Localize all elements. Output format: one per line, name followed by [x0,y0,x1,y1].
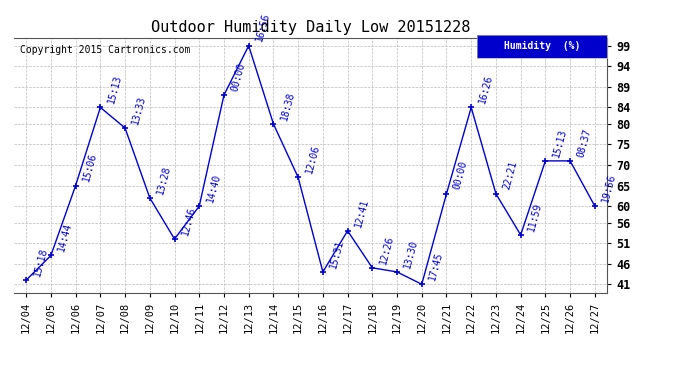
Text: 15:31: 15:31 [328,238,346,269]
Text: 15:13: 15:13 [106,74,123,105]
Text: 17:45: 17:45 [427,251,444,282]
Title: Outdoor Humidity Daily Low 20151228: Outdoor Humidity Daily Low 20151228 [151,20,470,35]
Text: 00:00: 00:00 [230,62,247,92]
Text: 15:18: 15:18 [32,246,49,278]
Text: 11:59: 11:59 [526,201,544,232]
Text: 14:44: 14:44 [57,222,74,253]
Text: 12:46: 12:46 [180,205,197,236]
Text: 13:30: 13:30 [402,238,420,269]
Text: 22:21: 22:21 [502,160,519,191]
Text: 18:38: 18:38 [279,90,296,121]
Text: 12:26: 12:26 [378,234,395,265]
Text: 15:13: 15:13 [551,127,568,158]
Text: 19:56: 19:56 [600,172,618,203]
Text: 16:56: 16:56 [254,12,271,43]
Text: 08:37: 08:37 [575,127,593,158]
Text: 15:06: 15:06 [81,152,99,183]
Text: 14:40: 14:40 [205,172,222,203]
Text: 16:26: 16:26 [477,74,494,105]
Text: 12:41: 12:41 [353,197,371,228]
Text: 13:28: 13:28 [155,164,172,195]
Text: Copyright 2015 Cartronics.com: Copyright 2015 Cartronics.com [20,45,190,55]
Text: 00:00: 00:00 [452,160,469,191]
Text: 12:06: 12:06 [304,144,321,174]
Text: 13:33: 13:33 [130,94,148,125]
